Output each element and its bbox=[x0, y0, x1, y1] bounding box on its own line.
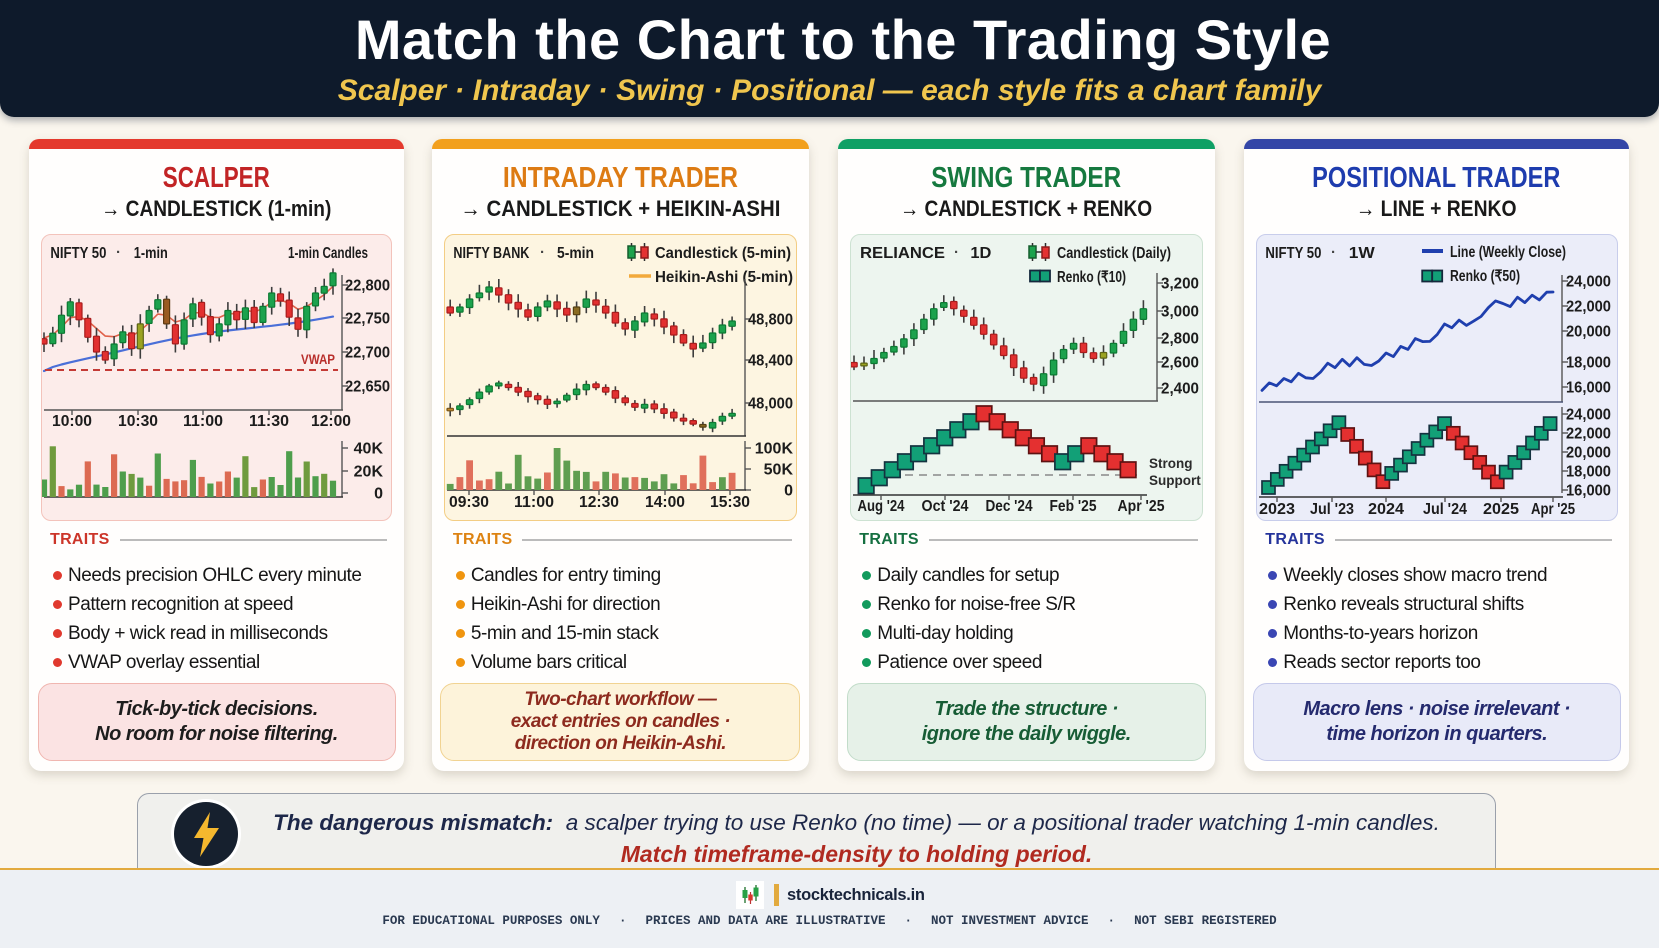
svg-text:20,000: 20,000 bbox=[1566, 324, 1611, 341]
svg-text:1W: 1W bbox=[1349, 245, 1376, 262]
svg-text:11:00: 11:00 bbox=[183, 413, 223, 430]
svg-text:22,000: 22,000 bbox=[1566, 299, 1611, 316]
svg-text:09:30: 09:30 bbox=[449, 494, 489, 511]
svg-text:40K: 40K bbox=[354, 441, 384, 458]
svg-text:Aug '24: Aug '24 bbox=[858, 498, 905, 515]
svg-text:2024: 2024 bbox=[1368, 501, 1404, 518]
svg-text:50K: 50K bbox=[764, 462, 794, 479]
svg-text:Renko (₹50): Renko (₹50) bbox=[1450, 268, 1520, 285]
svg-text:Renko (₹10): Renko (₹10) bbox=[1057, 269, 1126, 286]
svg-text:10:30: 10:30 bbox=[118, 413, 158, 430]
svg-text:Candlestick (5-min): Candlestick (5-min) bbox=[655, 245, 791, 262]
svg-text:3,200: 3,200 bbox=[1161, 276, 1199, 293]
svg-text:12:30: 12:30 bbox=[579, 494, 619, 511]
svg-text:Strong: Strong bbox=[1149, 456, 1193, 471]
svg-text:·: · bbox=[116, 244, 121, 261]
svg-text:16,000: 16,000 bbox=[1566, 483, 1611, 500]
svg-text:Jul '24: Jul '24 bbox=[1423, 501, 1467, 518]
svg-text:22,000: 22,000 bbox=[1566, 426, 1611, 443]
svg-text:24,000: 24,000 bbox=[1566, 274, 1611, 291]
svg-text:Dec '24: Dec '24 bbox=[986, 498, 1033, 515]
svg-text:24,000: 24,000 bbox=[1566, 407, 1611, 424]
svg-text:Heikin-Ashi (5-min): Heikin-Ashi (5-min) bbox=[655, 269, 793, 286]
svg-text:0: 0 bbox=[374, 486, 383, 503]
svg-text:20K: 20K bbox=[354, 464, 384, 481]
svg-text:22,650: 22,650 bbox=[345, 379, 390, 396]
svg-text:2,600: 2,600 bbox=[1161, 355, 1199, 372]
svg-text:22,750: 22,750 bbox=[345, 311, 390, 328]
svg-text:VWAP: VWAP bbox=[301, 352, 335, 367]
svg-text:12:00: 12:00 bbox=[311, 413, 351, 430]
svg-text:1-min: 1-min bbox=[134, 245, 168, 262]
svg-text:11:00: 11:00 bbox=[514, 494, 554, 511]
svg-text:NIFTY BANK: NIFTY BANK bbox=[453, 245, 529, 262]
svg-text:0: 0 bbox=[784, 483, 793, 500]
svg-text:Feb '25: Feb '25 bbox=[1050, 498, 1097, 515]
svg-text:18,000: 18,000 bbox=[1566, 355, 1611, 372]
svg-text:48,000: 48,000 bbox=[748, 396, 793, 413]
svg-text:·: · bbox=[540, 244, 545, 261]
svg-text:5-min: 5-min bbox=[557, 245, 594, 262]
svg-text:Jul '23: Jul '23 bbox=[1310, 501, 1354, 518]
svg-text:14:00: 14:00 bbox=[645, 494, 685, 511]
svg-text:2025: 2025 bbox=[1483, 501, 1519, 518]
svg-text:NIFTY 50: NIFTY 50 bbox=[1266, 245, 1322, 262]
svg-text:Oct '24: Oct '24 bbox=[922, 498, 969, 515]
svg-text:15:30: 15:30 bbox=[710, 494, 750, 511]
svg-text:22,800: 22,800 bbox=[345, 278, 390, 295]
svg-text:2023: 2023 bbox=[1259, 501, 1295, 518]
svg-text:18,000: 18,000 bbox=[1566, 464, 1611, 481]
svg-text:2,400: 2,400 bbox=[1161, 381, 1199, 398]
svg-text:11:30: 11:30 bbox=[249, 413, 289, 430]
svg-text:Support: Support bbox=[1149, 473, 1201, 488]
svg-text:Line (Weekly Close): Line (Weekly Close) bbox=[1450, 244, 1566, 261]
svg-text:Apr '25: Apr '25 bbox=[1531, 501, 1575, 518]
svg-text:1D: 1D bbox=[971, 245, 992, 262]
svg-text:1-min Candles: 1-min Candles bbox=[288, 245, 368, 262]
svg-text:20,000: 20,000 bbox=[1566, 445, 1611, 462]
svg-text:22,700: 22,700 bbox=[345, 345, 390, 362]
svg-text:Apr '25: Apr '25 bbox=[1118, 498, 1165, 515]
svg-text:·: · bbox=[954, 244, 959, 261]
svg-text:10:00: 10:00 bbox=[52, 413, 92, 430]
svg-text:16,000: 16,000 bbox=[1566, 380, 1611, 397]
svg-text:3,000: 3,000 bbox=[1161, 304, 1199, 321]
svg-text:48,400: 48,400 bbox=[748, 353, 793, 370]
svg-text:·: · bbox=[1331, 244, 1336, 261]
svg-text:Candlestick (Daily): Candlestick (Daily) bbox=[1057, 245, 1171, 262]
svg-text:RELIANCE: RELIANCE bbox=[860, 245, 945, 262]
svg-text:NIFTY 50: NIFTY 50 bbox=[50, 245, 106, 262]
svg-text:48,800: 48,800 bbox=[748, 312, 793, 329]
svg-text:2,800: 2,800 bbox=[1161, 331, 1199, 348]
svg-text:100K: 100K bbox=[755, 441, 794, 458]
